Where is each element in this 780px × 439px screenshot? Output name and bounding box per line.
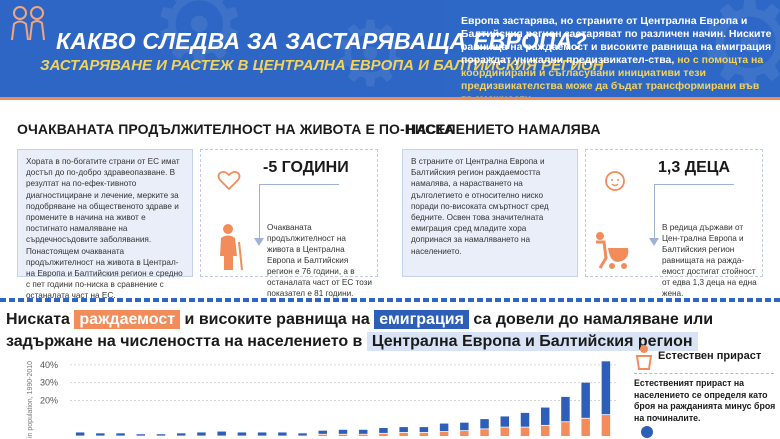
bar-migration: [237, 432, 247, 436]
bar-natural: [419, 432, 429, 436]
population-title: НАСЕЛЕНИЕТО НАМАЛЯВА: [406, 121, 601, 137]
bar-natural: [480, 428, 489, 436]
bar-natural: [460, 430, 469, 436]
chart-heading-part: са довели до намаляване или задържане на…: [6, 311, 714, 350]
legend-text: Естественият прираст на населението се о…: [634, 378, 776, 423]
bar-migration: [278, 432, 287, 436]
bar-natural: [379, 433, 388, 436]
legend-title: Естествен прираст: [658, 350, 762, 362]
life-expectancy-stat-text: Очакваната продължителност на живота в Ц…: [267, 223, 373, 298]
bar-natural: [581, 418, 590, 436]
gear-icon: ⚙: [150, 0, 249, 89]
y-tick-label: 40%: [40, 360, 58, 370]
intro-text-yellow: но с помощта на координирани и съгласува…: [461, 54, 764, 97]
migration-icon: [641, 426, 653, 438]
bar-migration: [116, 433, 125, 436]
bar-natural: [500, 427, 510, 436]
bar-migration: [399, 427, 408, 433]
bar-migration: [338, 429, 348, 435]
population-chart: in population, 1990-2010 40% 30% 20%: [27, 360, 616, 438]
bar-natural: [540, 425, 550, 436]
birthrate-tag: раждаемост: [74, 310, 181, 329]
elderly-couple-icon: [11, 6, 45, 41]
stroller-icon: [596, 232, 629, 269]
bar-migration: [136, 434, 146, 436]
gear-icon: ⚙: [330, 2, 411, 98]
bar-natural: [399, 432, 408, 436]
baby-icon: [605, 171, 625, 191]
legend-divider: [634, 373, 774, 374]
bar-natural: [601, 414, 611, 436]
life-expectancy-stat: -5 ГОДИНИ: [263, 159, 349, 176]
intro-panel: ⚙: [446, 0, 780, 97]
bar-natural: [338, 434, 348, 436]
heart-pulse-icon: [217, 170, 241, 191]
emigration-tag: емиграция: [374, 310, 469, 329]
chart-heading-part: Ниската: [6, 311, 70, 328]
page-subtitle: ЗАСТАРЯВАНЕ И РАСТЕЖ В ЦЕНТРАЛНА ЕВРОПА …: [40, 57, 604, 74]
bar-migration: [601, 361, 611, 415]
bar-migration: [75, 432, 85, 436]
bar-natural: [318, 434, 328, 436]
y-tick-label: 30%: [40, 378, 58, 388]
population-text: В страните от Централна Европа и Балтийс…: [402, 149, 578, 277]
life-expectancy-text: Хората в по-богатите страни от ЕС имат д…: [17, 149, 193, 300]
bar-natural: [561, 421, 570, 436]
bar-migration: [419, 427, 429, 433]
bar-migration: [257, 432, 267, 436]
bar-migration: [197, 432, 206, 436]
y-tick-label: 20%: [40, 395, 58, 405]
bar-migration: [439, 423, 449, 432]
life-expectancy-title: ОЧАКВАНАТА ПРОДЪЛЖИТЕЛНОСТ НА ЖИВОТА Е П…: [17, 121, 455, 137]
bar-natural: [439, 431, 449, 436]
accent-strip: [0, 97, 780, 100]
bar-migration: [460, 422, 469, 431]
population-stat: 1,3 ДЕЦА: [658, 159, 730, 176]
bar-migration: [379, 428, 388, 434]
population-stat-text: В редица държави от Цен-трална Европа и …: [662, 223, 757, 298]
life-expectancy-stat-box: -5 ГОДИНИ Очакваната продължителност на …: [200, 149, 378, 298]
bar-migration: [581, 382, 590, 419]
bar-migration: [217, 431, 226, 436]
gear-icon: ⚙: [696, 0, 780, 97]
bar-migration: [540, 407, 550, 426]
population-growth-icon: [635, 345, 653, 370]
page-title: КАКВО СЛЕДВА ЗА ЗАСТАРЯВАЩА ЕВРОПА?: [56, 28, 587, 54]
bar-natural: [358, 434, 368, 436]
intro-text: Европа застарява, но страните от Централ…: [461, 15, 774, 97]
bar-migration: [480, 419, 489, 429]
chart-heading: Ниската раждаемост и високите равнища на…: [6, 309, 766, 353]
bar-migration: [520, 412, 530, 428]
elderly-person-icon: [220, 224, 243, 271]
population-stat-box: 1,3 ДЕЦА В редица държави от Цен-трална …: [585, 149, 763, 298]
intro-text-white: Европа застарява, но страните от Централ…: [461, 15, 772, 66]
y-axis-label: in population, 1990-2010: [27, 361, 34, 438]
bar-migration: [561, 396, 570, 422]
header-banner: ⚙ ⚙ ⚙ КАКВО СЛЕДВА ЗА ЗАСТАРЯВАЩА ЕВРОПА…: [0, 0, 780, 97]
bar-migration: [318, 430, 328, 435]
bar-migration: [156, 434, 166, 436]
bar-migration: [500, 416, 510, 428]
bar-migration: [96, 433, 105, 436]
section-divider: [0, 298, 780, 302]
region-tag: Централна Европа и Балтийския регион: [366, 332, 698, 351]
bar-migration: [298, 433, 307, 436]
bar-natural: [520, 427, 530, 436]
chart-heading-part: и високите равнища на: [184, 311, 370, 328]
bar-migration: [358, 429, 368, 435]
facts-section: ОЧАКВАНАТА ПРОДЪЛЖИТЕЛНОСТ НА ЖИВОТА Е П…: [0, 100, 780, 300]
bar-migration: [176, 433, 186, 436]
